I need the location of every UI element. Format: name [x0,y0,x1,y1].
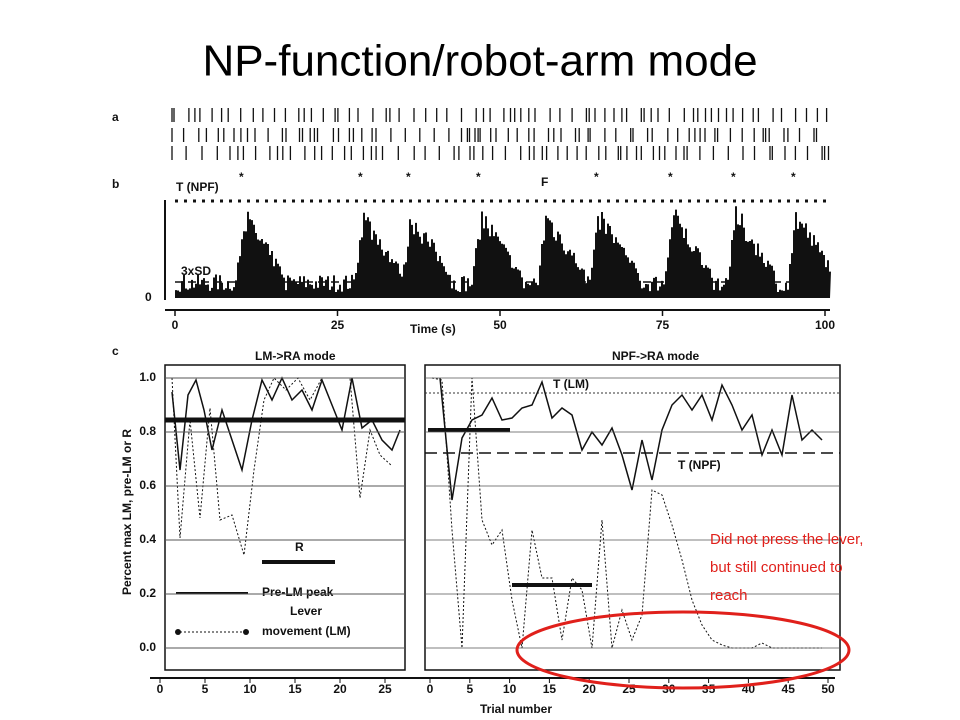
highlight-ellipse [515,610,851,690]
star-mark: * [731,170,736,184]
raster-row [171,146,830,160]
legend-marker [243,629,249,635]
panel-label: a [112,110,119,124]
panel-frame [424,364,841,671]
raster-row [171,128,818,142]
legend-label: Pre-LM peak [262,585,334,599]
x-axis-label: Time (s) [410,322,456,336]
panel-label: c [112,344,119,358]
x-tick-label: 35 [702,682,716,696]
x-tick-label: 50 [493,318,507,332]
y-tick-label: 0.2 [139,586,156,600]
legend-label: movement (LM) [262,624,351,638]
x-tick-label: 25 [378,682,392,696]
lm-trace [171,377,393,556]
x-tick-label: 0 [427,682,434,696]
legend-marker [175,629,181,635]
x-tick-label: 15 [543,682,557,696]
annotation-line: reach [710,587,748,604]
x-tick-label: 45 [782,682,796,696]
y-tick-label: 0.0 [139,640,156,654]
x-tick-label: 20 [583,682,597,696]
x-tick-label: 15 [288,682,302,696]
histogram [175,206,831,298]
y-axis-label: Percent max LM, pre-LM or R [120,429,134,595]
y-tick-label: 0.8 [139,424,156,438]
threshold-label: T (LM) [553,377,589,391]
panel-label: b [112,177,119,191]
zero-label: 0 [145,290,152,304]
star-mark: * [791,170,796,184]
panel-title: LM->RA mode [255,349,336,363]
y-tick-label: 1.0 [139,370,156,384]
x-tick-label: 0 [172,318,179,332]
pre-lm-trace [439,377,823,501]
y-tick-label: 0.6 [139,478,156,492]
star-mark: * [406,170,411,184]
annotation-line: Did not press the lever, [710,531,863,548]
legend-label: R [295,540,304,554]
star-mark: * [594,170,599,184]
failure-mark: F [541,175,548,189]
star-mark: * [668,170,673,184]
x-tick-label: 10 [243,682,257,696]
raster-row [171,108,828,122]
star-mark: * [476,170,481,184]
x-tick-label: 5 [466,682,473,696]
x-tick-label: 75 [656,318,670,332]
star-mark: * [239,170,244,184]
panel-frame [164,364,406,671]
panel-title: NPF->RA mode [612,349,700,363]
sd-label: 3xSD [181,264,211,278]
y-tick-label: 0.4 [139,532,156,546]
star-mark: * [358,170,363,184]
annotation-line: but still continued to [710,559,843,576]
x-axis-label: Trial number [480,702,552,716]
legend-label: Lever [290,604,322,618]
lm-trace [431,377,822,649]
threshold-label: T (NPF) [678,458,721,472]
x-tick-label: 50 [821,682,835,696]
x-tick-label: 0 [157,682,164,696]
slide-title: NP-function/robot-arm mode [202,37,757,86]
figure: a b c T (NPF) 3xSD 0 Time (s) LM->RA mod… [112,108,841,716]
x-tick-label: 25 [331,318,345,332]
x-tick-label: 100 [815,318,835,332]
x-tick-label: 5 [202,682,209,696]
x-tick-label: 10 [503,682,517,696]
threshold-label: T (NPF) [176,180,219,194]
x-tick-label: 20 [333,682,347,696]
